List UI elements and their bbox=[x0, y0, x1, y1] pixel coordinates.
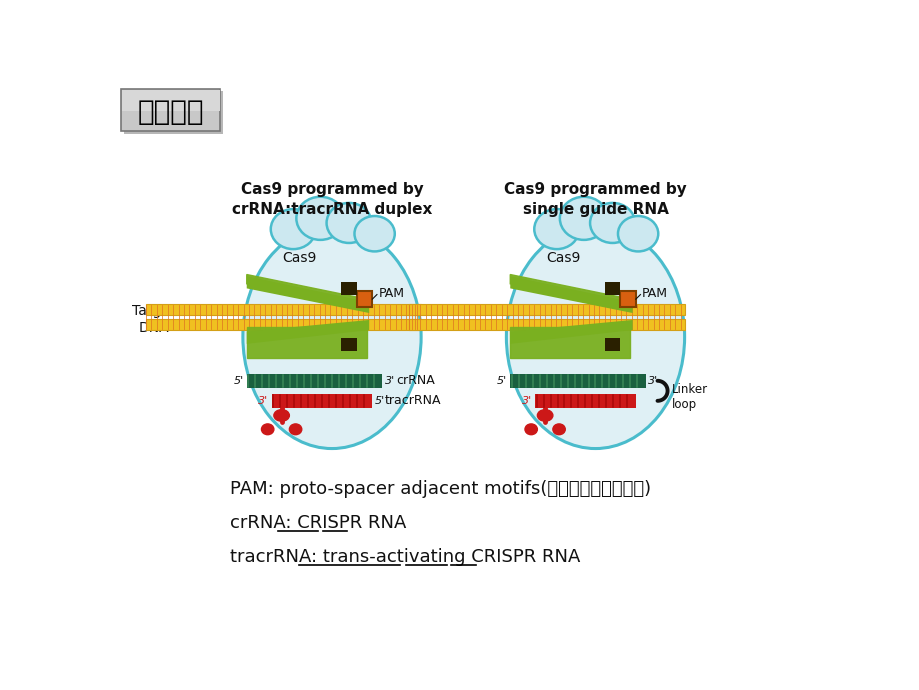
FancyBboxPatch shape bbox=[604, 337, 619, 351]
FancyBboxPatch shape bbox=[341, 337, 357, 351]
Text: PAM: PAM bbox=[378, 286, 404, 299]
Text: tracrRNA: tracrRNA bbox=[384, 394, 441, 407]
Ellipse shape bbox=[326, 203, 371, 243]
FancyBboxPatch shape bbox=[121, 89, 221, 131]
Text: 5': 5' bbox=[496, 376, 506, 386]
Text: Cas9 programmed by
crRNA:tracrRNA duplex: Cas9 programmed by crRNA:tracrRNA duplex bbox=[232, 182, 432, 217]
Ellipse shape bbox=[618, 216, 658, 251]
Text: 3': 3' bbox=[521, 396, 531, 406]
FancyBboxPatch shape bbox=[146, 319, 421, 330]
Ellipse shape bbox=[537, 410, 552, 421]
Text: 人工改造: 人工改造 bbox=[138, 98, 204, 126]
Ellipse shape bbox=[296, 197, 344, 240]
FancyBboxPatch shape bbox=[246, 374, 382, 388]
Text: Cas9 programmed by
single guide RNA: Cas9 programmed by single guide RNA bbox=[504, 182, 686, 217]
Ellipse shape bbox=[505, 225, 684, 448]
Polygon shape bbox=[246, 320, 369, 344]
FancyBboxPatch shape bbox=[535, 394, 635, 408]
Text: 3': 3' bbox=[258, 396, 268, 406]
Text: 3': 3' bbox=[384, 376, 394, 386]
Polygon shape bbox=[246, 275, 367, 308]
Polygon shape bbox=[246, 276, 369, 313]
FancyBboxPatch shape bbox=[409, 319, 684, 330]
Ellipse shape bbox=[289, 424, 301, 435]
Ellipse shape bbox=[560, 197, 607, 240]
Text: Cas9: Cas9 bbox=[282, 250, 316, 264]
Text: Linker
loop: Linker loop bbox=[671, 383, 707, 411]
Text: crRNA: CRISPR RNA: crRNA: CRISPR RNA bbox=[230, 514, 405, 532]
FancyBboxPatch shape bbox=[122, 90, 220, 110]
Text: PAM: PAM bbox=[641, 286, 667, 299]
Polygon shape bbox=[246, 327, 367, 357]
Text: PAM: proto-spacer adjacent motifs(保守的间隔相邻基序): PAM: proto-spacer adjacent motifs(保守的间隔相… bbox=[230, 480, 650, 498]
FancyBboxPatch shape bbox=[619, 291, 635, 307]
Ellipse shape bbox=[243, 225, 421, 448]
Polygon shape bbox=[510, 320, 632, 344]
Text: Cas9: Cas9 bbox=[545, 250, 580, 264]
Text: Target
DNA: Target DNA bbox=[132, 304, 176, 335]
Polygon shape bbox=[510, 276, 632, 313]
Text: tracrRNA: trans-activating CRISPR RNA: tracrRNA: trans-activating CRISPR RNA bbox=[230, 548, 580, 566]
Ellipse shape bbox=[534, 209, 579, 249]
Text: 5': 5' bbox=[374, 396, 384, 406]
Ellipse shape bbox=[261, 424, 274, 435]
FancyBboxPatch shape bbox=[123, 91, 222, 134]
Ellipse shape bbox=[270, 209, 315, 249]
FancyBboxPatch shape bbox=[604, 282, 619, 295]
Ellipse shape bbox=[589, 203, 634, 243]
Ellipse shape bbox=[525, 424, 537, 435]
Text: 3': 3' bbox=[648, 376, 658, 386]
Polygon shape bbox=[510, 275, 630, 308]
Text: crRNA: crRNA bbox=[396, 374, 435, 387]
FancyBboxPatch shape bbox=[357, 291, 372, 307]
Polygon shape bbox=[510, 327, 630, 357]
Ellipse shape bbox=[274, 410, 289, 421]
FancyBboxPatch shape bbox=[271, 394, 372, 408]
Ellipse shape bbox=[552, 424, 564, 435]
Text: 5': 5' bbox=[233, 376, 244, 386]
FancyBboxPatch shape bbox=[341, 282, 357, 295]
FancyBboxPatch shape bbox=[409, 304, 684, 315]
FancyBboxPatch shape bbox=[146, 304, 421, 315]
Ellipse shape bbox=[354, 216, 394, 251]
FancyBboxPatch shape bbox=[510, 374, 645, 388]
